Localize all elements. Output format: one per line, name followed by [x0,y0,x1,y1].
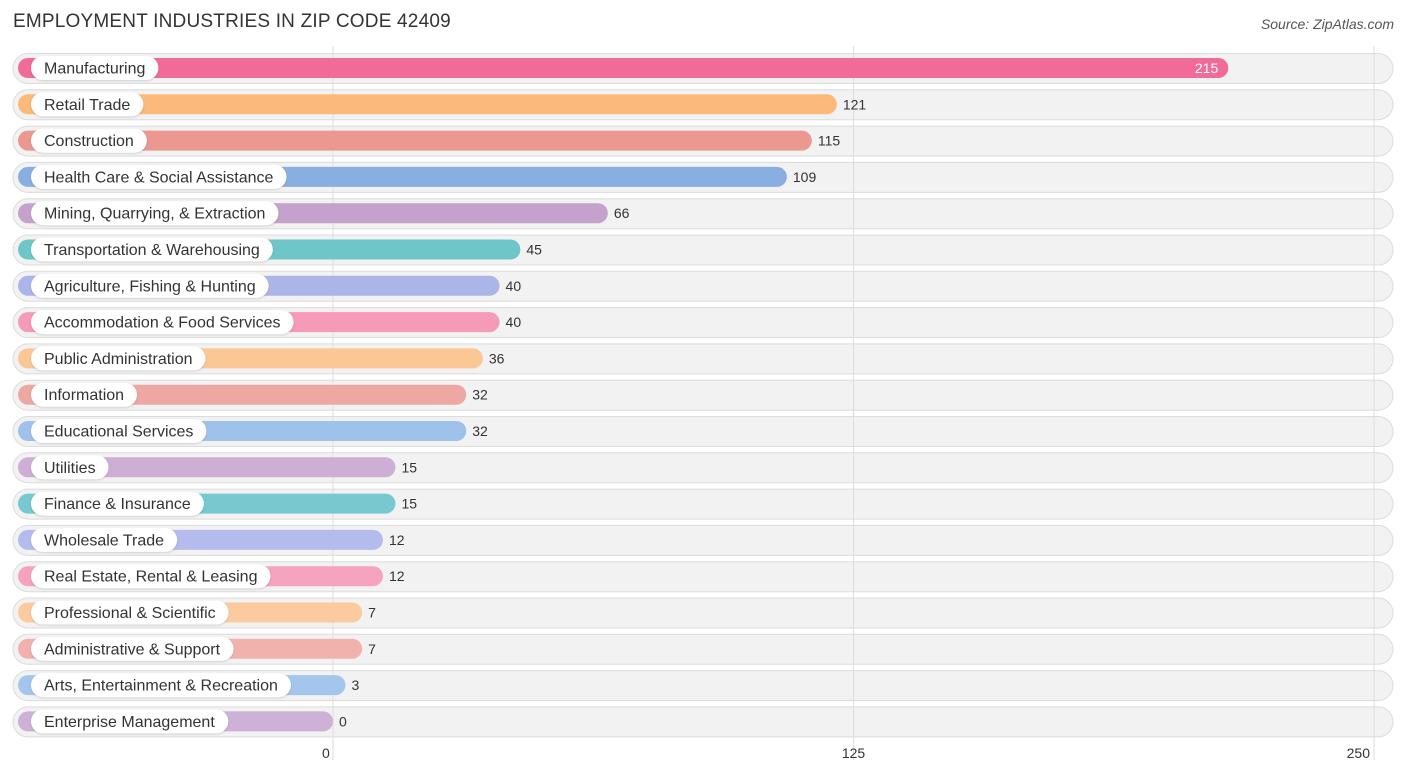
bar-row: Manufacturing 215 [18,56,1229,80]
category-label-pill [31,419,207,443]
category-label-pill [31,600,229,625]
value-label: 0 [339,713,347,729]
bar-row: Construction 115 [18,128,841,153]
value-label: 32 [472,387,488,403]
bar [18,58,1229,78]
category-label-pill [31,709,229,734]
chart-source: Source: ZipAtlas.com [1260,16,1394,32]
category-label-pill [31,310,294,335]
category-label: Wholesale Trade [44,532,164,549]
x-axis: 0 125 250 [322,745,1370,761]
bar-row: Utilities 15 [18,455,417,480]
x-tick-label: 250 [1347,745,1371,761]
category-label: Real Estate, Rental & Leasing [44,569,257,586]
value-label: 40 [506,278,522,294]
category-label: Accommodation & Food Services [44,315,281,332]
value-label: 45 [526,242,542,258]
category-label: Information [44,387,124,404]
value-label: 115 [818,133,841,149]
value-label: 7 [368,641,376,657]
value-label: 40 [506,314,522,330]
category-label-pill [31,673,291,698]
category-label-pill [31,455,109,480]
category-label: Agriculture, Fishing & Hunting [44,278,256,295]
bar [18,130,812,151]
category-label-pill [31,164,287,189]
bar-row: Professional & Scientific 7 [18,600,376,625]
category-label: Health Care & Social Assistance [44,169,274,186]
bar-row: Enterprise Management 0 [18,709,347,734]
value-label: 7 [368,605,376,621]
value-label: 32 [472,423,488,439]
category-label: Utilities [44,460,96,477]
category-label: Mining, Quarrying, & Extraction [44,206,265,223]
bar-row: Accommodation & Food Services 40 [18,310,522,335]
bar-row: Educational Services 32 [18,419,488,443]
bar-row: Agriculture, Fishing & Hunting 40 [18,273,522,298]
category-label-pill [31,636,234,661]
value-label: 3 [351,677,359,693]
bar-row: Finance & Insurance 15 [18,491,417,516]
row-track [12,706,1394,738]
bar-row: Transportation & Warehousing 45 [18,237,542,262]
row-track [12,670,1394,702]
bar [18,457,396,478]
category-label-pill [31,527,178,552]
category-label: Arts, Entertainment & Recreation [44,678,278,695]
category-label: Manufacturing [44,61,145,78]
category-label: Finance & Insurance [44,496,191,513]
category-label-pill [31,128,147,153]
category-label-pill [31,273,269,298]
category-label: Educational Services [44,424,193,441]
category-label: Retail Trade [44,97,130,114]
category-label-pill [31,564,271,589]
chart-title: EMPLOYMENT INDUSTRIES IN ZIP CODE 42409 [13,11,451,32]
bar [18,94,837,115]
bar-row: Retail Trade 121 [18,92,867,117]
category-label-pill [31,92,144,117]
bar-row: Arts, Entertainment & Recreation 3 [18,673,359,698]
category-label: Construction [44,133,134,150]
bar-row: Information 32 [18,382,488,407]
value-label: 36 [489,350,505,366]
value-label: 121 [843,96,867,112]
value-label: 15 [401,496,417,512]
x-tick-label: 0 [322,745,330,761]
bar-row: Health Care & Social Assistance 109 [18,164,817,189]
bar-row: Wholesale Trade 12 [18,527,405,552]
category-label: Public Administration [44,351,193,368]
category-label-pill [31,382,138,407]
category-label-pill [31,56,159,80]
bar-row: Public Administration 36 [18,346,505,371]
value-label: 12 [389,532,405,548]
category-label-pill [31,491,204,516]
bar-row: Mining, Quarrying, & Extraction 66 [18,201,630,226]
category-label: Administrative & Support [44,641,221,658]
category-label-pill [31,201,279,226]
category-label: Transportation & Warehousing [44,242,260,259]
bar-row: Real Estate, Rental & Leasing 12 [18,564,405,589]
bar-row: Administrative & Support 7 [18,636,376,661]
value-label: 109 [793,169,817,185]
category-label-pill [31,346,206,371]
value-label: 12 [389,568,405,584]
category-label: Professional & Scientific [44,605,216,622]
x-tick-label: 125 [842,745,866,761]
value-label: 215 [1195,60,1219,76]
value-label: 66 [614,205,630,221]
category-label-pill [31,237,273,262]
category-label: Enterprise Management [44,714,215,731]
value-label: 15 [401,459,417,475]
